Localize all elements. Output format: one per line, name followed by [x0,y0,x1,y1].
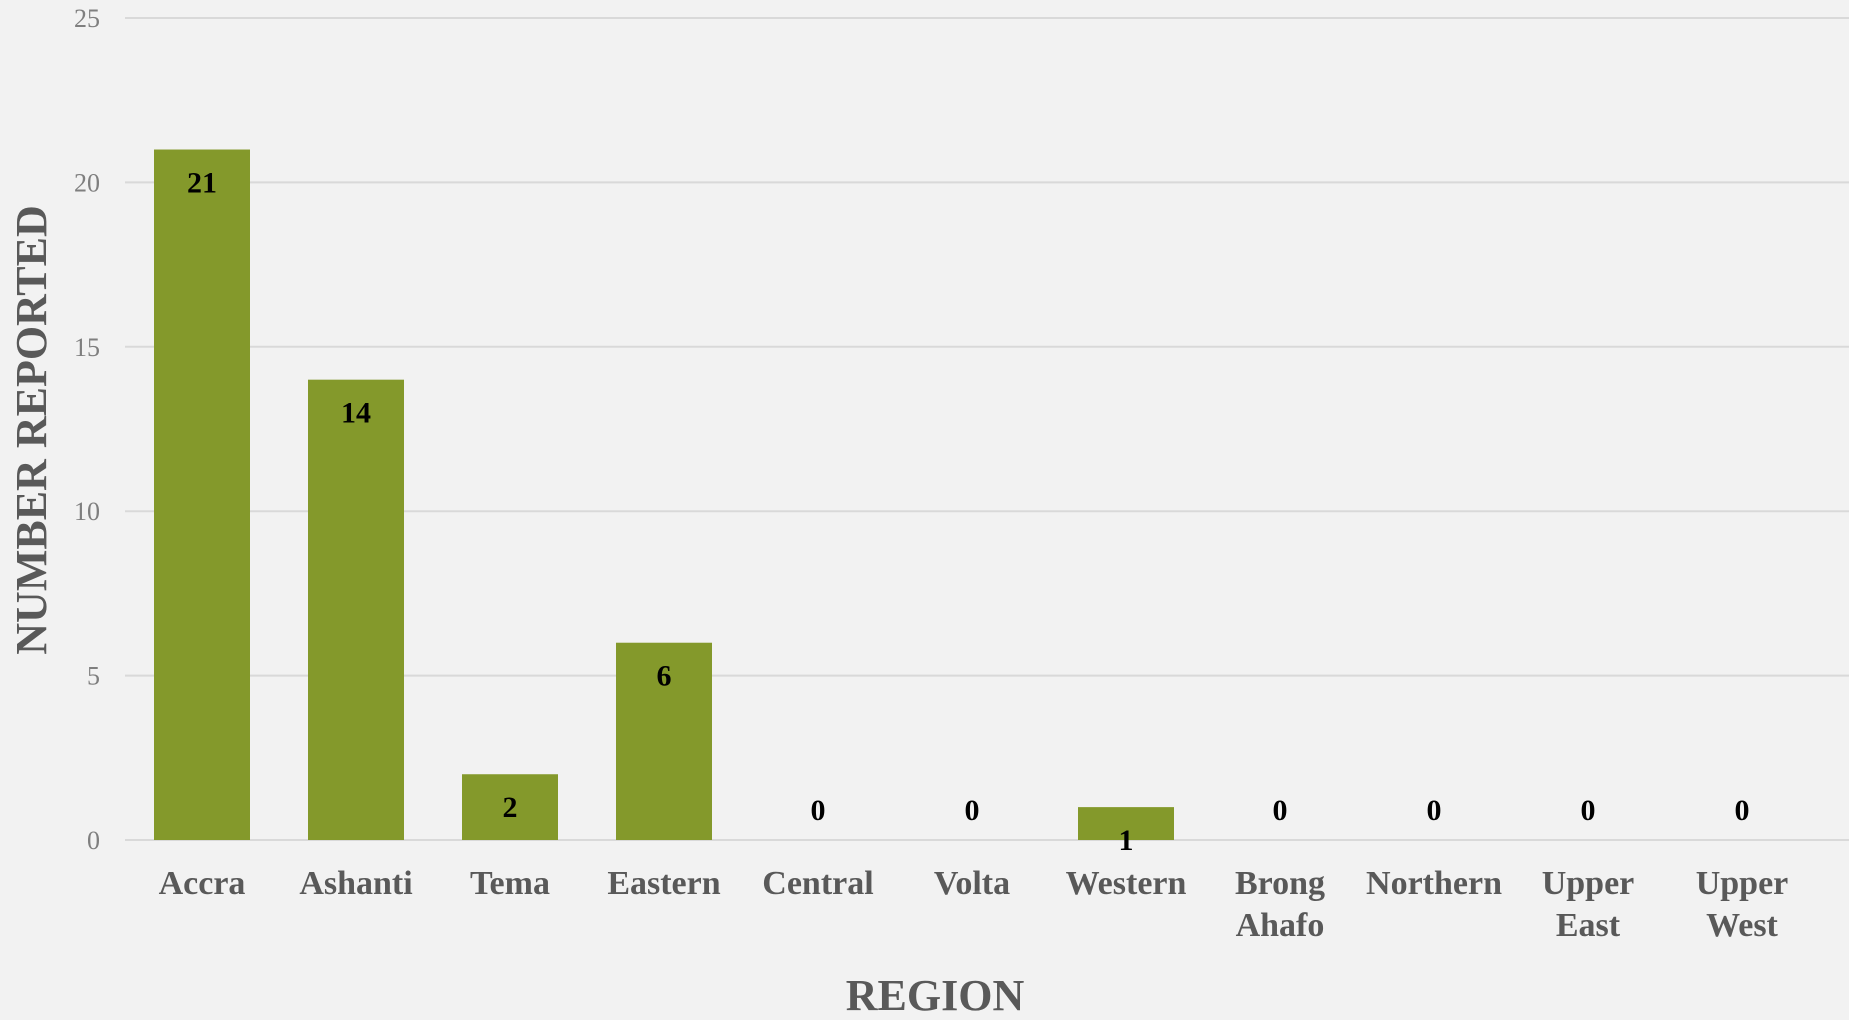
x-tick-label: Northern [1366,865,1502,902]
bar [1078,807,1174,840]
x-tick-label: Upper [1696,865,1789,902]
data-label: 0 [1581,794,1596,827]
data-label: 0 [811,794,826,827]
x-tick-label: Upper [1542,865,1635,902]
x-tick-label: Central [762,865,873,902]
x-tick-label: Tema [470,865,550,902]
x-tick-label: Ashanti [299,865,412,902]
y-tick-label: 0 [87,826,100,855]
data-label: 2 [503,791,518,824]
data-label: 0 [965,794,980,827]
y-axis-title: NUMBER REPORTED [7,205,56,654]
y-tick-label: 5 [87,662,100,691]
y-axis-ticks: 0 5 10 15 20 25 [74,4,100,855]
data-label: 1 [1119,824,1134,857]
x-tick-label: Volta [934,865,1010,902]
x-tick-label: West [1706,907,1778,944]
x-tick-label: Eastern [607,865,720,902]
y-tick-label: 15 [74,333,100,362]
y-tick-label: 20 [74,168,100,197]
y-tick-label: 25 [74,4,100,33]
data-label: 14 [341,397,371,430]
x-tick-label: Western [1066,865,1187,902]
bar [154,149,250,840]
data-label: 0 [1273,794,1288,827]
data-label: 0 [1735,794,1750,827]
bar [462,774,558,840]
bars [154,149,1174,840]
bar [308,379,404,840]
data-label: 0 [1427,794,1442,827]
x-tick-label: Accra [159,865,246,902]
x-tick-label: Ahafo [1236,907,1325,944]
x-axis-title: REGION [846,971,1025,1020]
x-tick-label: Brong [1235,865,1325,902]
data-labels: 21 14 2 6 0 0 1 0 0 0 0 [187,167,1750,858]
gridlines [125,17,1849,841]
y-tick-label: 10 [74,497,100,526]
x-axis-categories: Accra Ashanti Tema Eastern Central Volta Weste… [159,865,1789,944]
data-label: 6 [657,660,672,693]
x-tick-label: East [1556,907,1621,944]
bar [616,642,712,840]
data-label: 21 [187,167,217,200]
